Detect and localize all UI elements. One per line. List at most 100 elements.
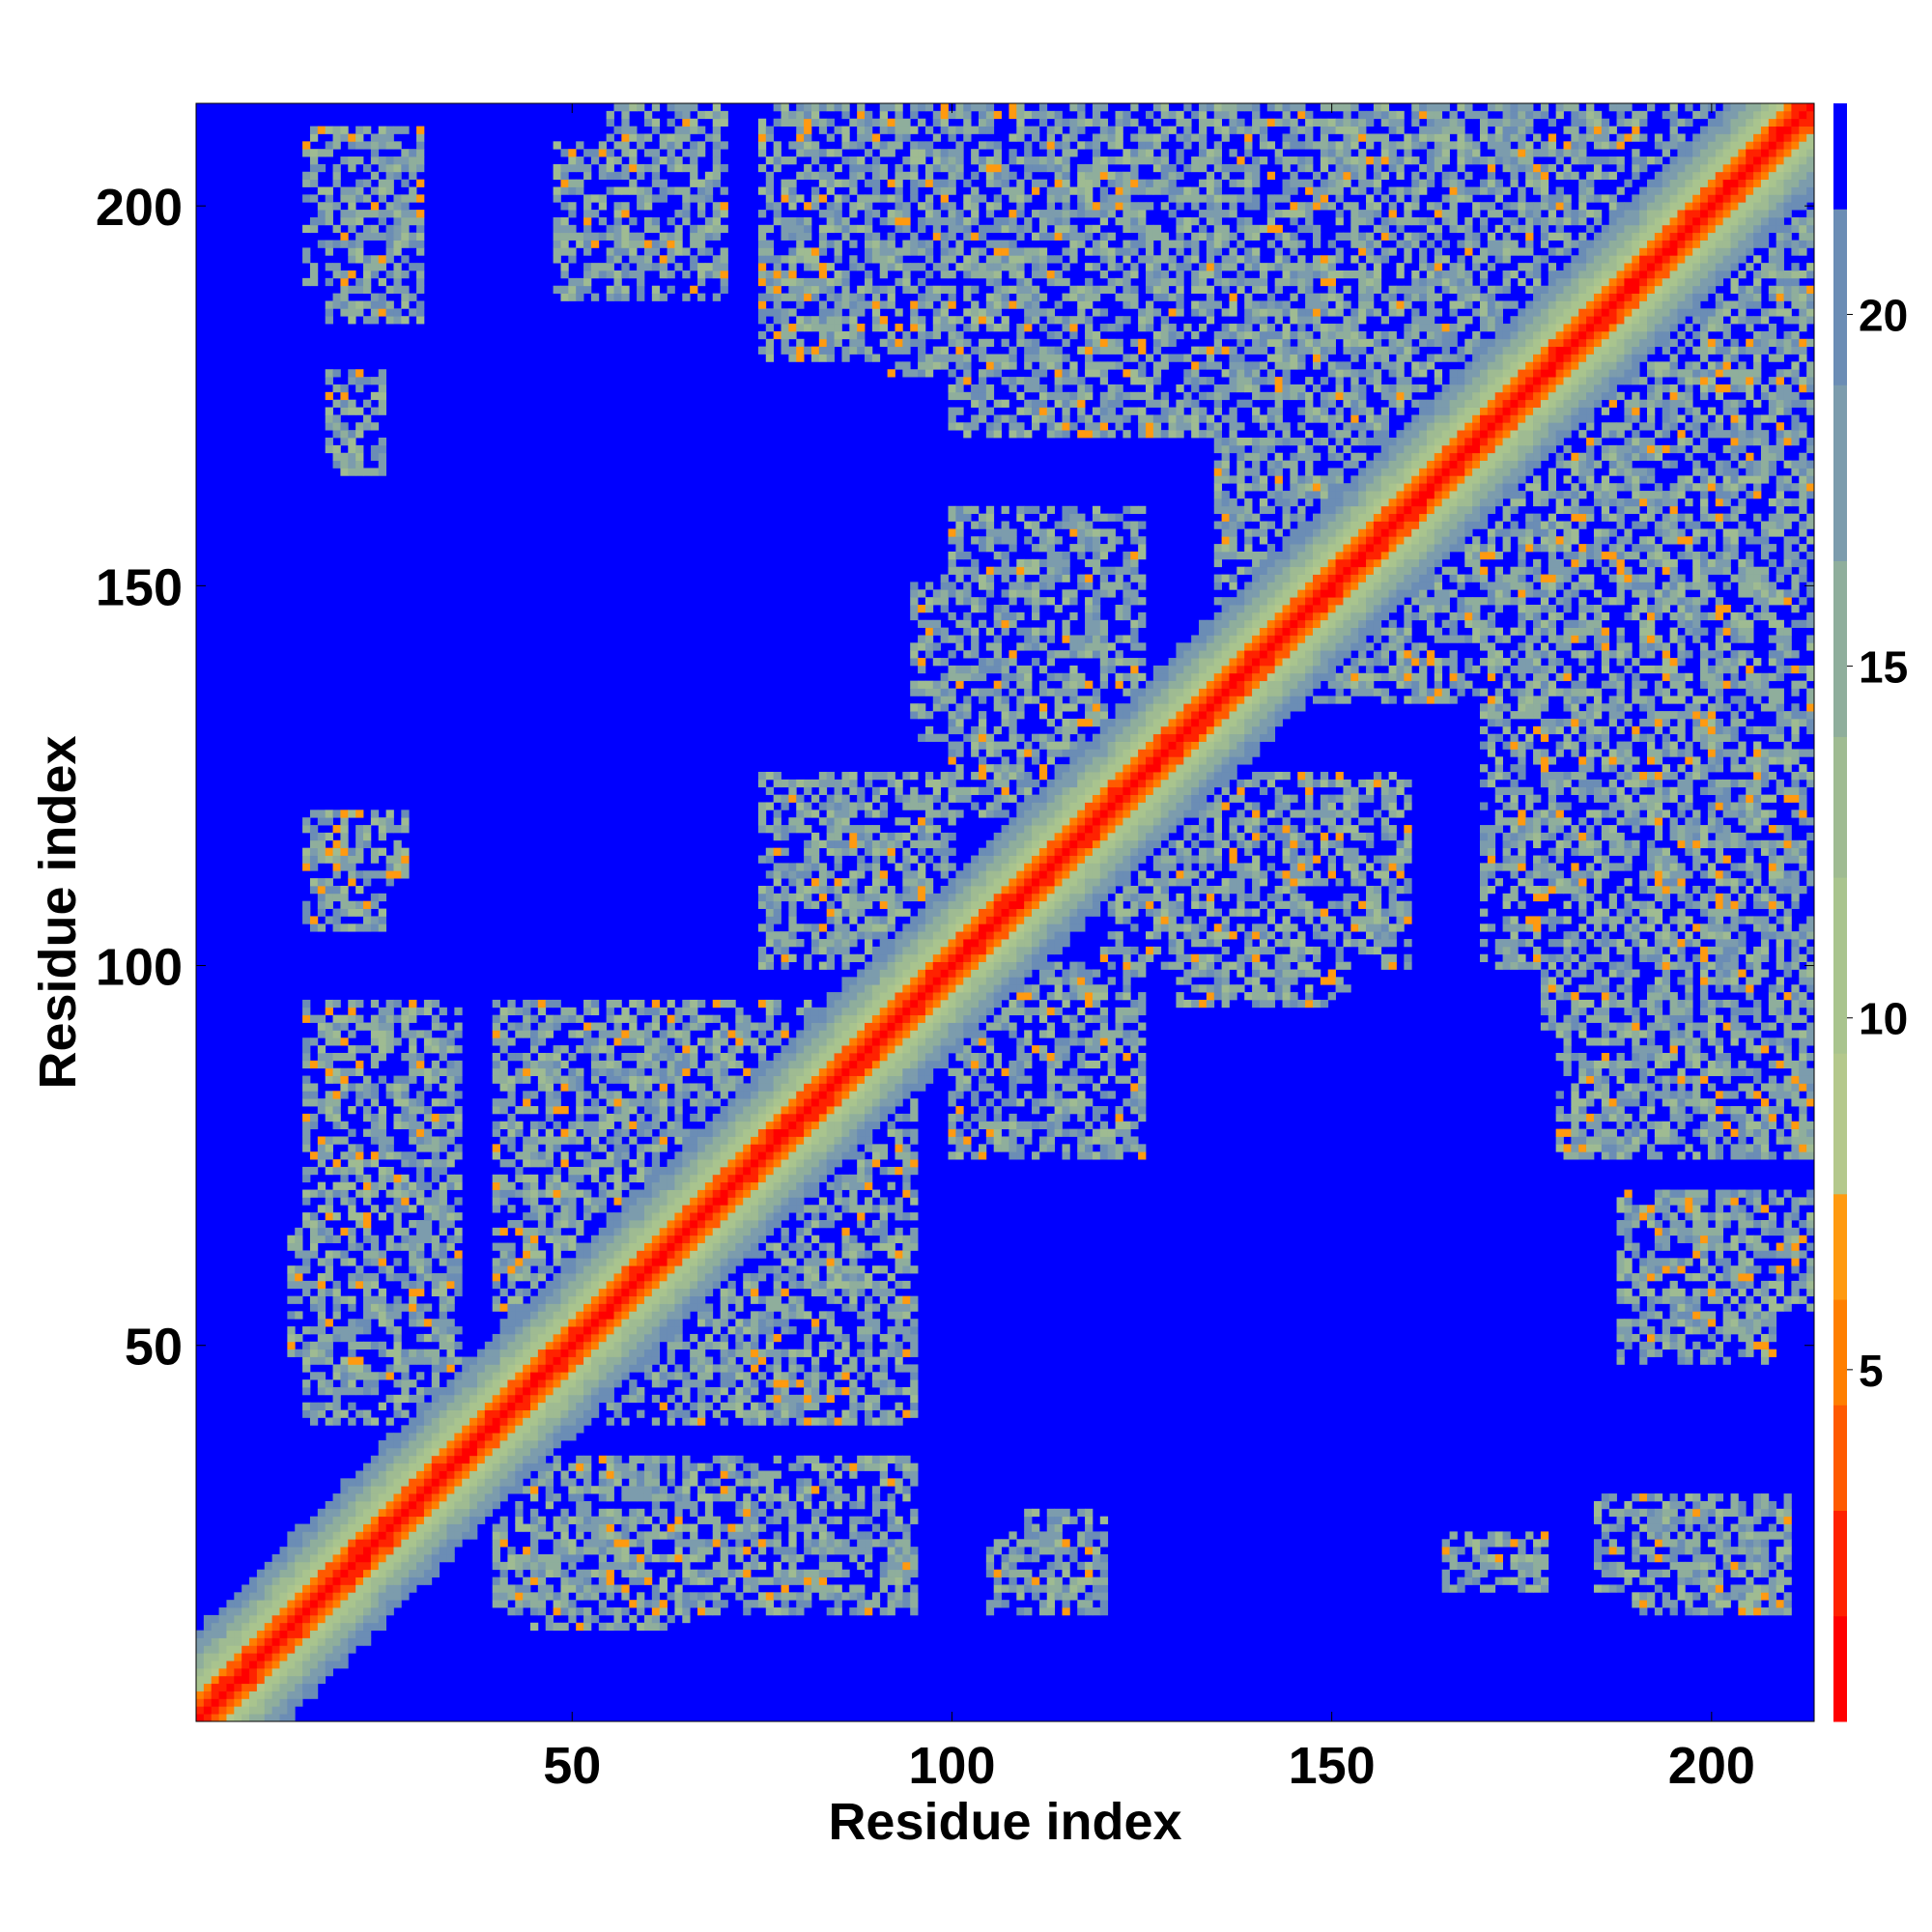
heatmap-cell <box>629 1463 638 1471</box>
heatmap-cell <box>523 1098 531 1107</box>
heatmap-cell <box>325 1554 333 1563</box>
heatmap-cell <box>674 141 683 150</box>
heatmap-cell <box>796 794 805 803</box>
heatmap-cell <box>385 1607 394 1616</box>
heatmap-cell <box>309 194 319 203</box>
heatmap-cell <box>796 285 805 294</box>
heatmap-cell <box>751 1098 759 1107</box>
heatmap-cell <box>576 285 584 294</box>
heatmap-cell <box>196 1637 205 1646</box>
heatmap-cell <box>720 1197 728 1206</box>
heatmap-cell <box>370 1022 380 1031</box>
heatmap-cell <box>340 1523 349 1532</box>
heatmap-cell <box>773 1569 781 1577</box>
heatmap-cell <box>409 216 417 226</box>
heatmap-cell <box>553 1022 561 1031</box>
heatmap-cell <box>751 1561 759 1571</box>
heatmap-cell <box>606 1577 614 1585</box>
heatmap-cell <box>659 1531 668 1540</box>
heatmap-cell <box>317 1675 327 1685</box>
heatmap-cell <box>279 1630 288 1638</box>
heatmap-cell <box>667 1197 675 1206</box>
heatmap-cell <box>348 1500 356 1510</box>
heatmap-cell <box>735 1402 744 1410</box>
heatmap-cell <box>476 1493 486 1502</box>
heatmap-cell <box>370 1250 380 1259</box>
heatmap-cell <box>643 1569 653 1577</box>
heatmap-cell <box>690 1128 698 1137</box>
heatmap-cell <box>735 1144 744 1152</box>
heatmap-cell <box>363 1584 372 1593</box>
heatmap-cell <box>340 1197 349 1206</box>
heatmap-cell <box>727 1189 736 1198</box>
heatmap-cell <box>720 263 728 271</box>
heatmap-cell <box>621 1219 630 1229</box>
heatmap-cell <box>507 1144 516 1152</box>
heatmap-cell <box>765 1341 775 1350</box>
heatmap-cell <box>332 1493 341 1502</box>
heatmap-cell <box>385 1037 394 1046</box>
heatmap-cell <box>242 1706 250 1715</box>
heatmap-cell <box>576 1417 584 1426</box>
heatmap-cell <box>697 1319 706 1327</box>
heatmap-cell <box>667 1067 675 1076</box>
heatmap-cell <box>568 1463 577 1471</box>
heatmap-cell <box>674 1106 683 1115</box>
heatmap-cell <box>560 1060 569 1069</box>
heatmap-cell <box>355 1531 364 1540</box>
heatmap-cell <box>302 1037 311 1046</box>
heatmap-cell <box>348 285 356 294</box>
heatmap-cell <box>621 1364 630 1373</box>
heatmap-cell <box>690 1227 698 1236</box>
heatmap-cell <box>431 1235 440 1243</box>
heatmap-cell <box>712 179 721 187</box>
heatmap-cell <box>385 224 394 234</box>
heatmap-cell <box>242 1653 250 1662</box>
heatmap-cell <box>469 1516 478 1524</box>
heatmap-cell <box>697 1554 706 1563</box>
heatmap-cell <box>553 1067 561 1076</box>
heatmap-cell <box>325 1052 333 1062</box>
heatmap-cell <box>340 825 349 834</box>
heatmap-cell <box>788 1075 797 1084</box>
heatmap-cell <box>674 1067 683 1076</box>
heatmap-cell <box>355 1493 364 1502</box>
heatmap-cell <box>302 1197 311 1206</box>
heatmap-cell <box>317 1622 327 1632</box>
heatmap-cell <box>613 999 622 1009</box>
heatmap-cell <box>743 1288 752 1297</box>
heatmap-cell <box>409 1463 417 1471</box>
heatmap-cell <box>690 1379 698 1388</box>
heatmap-cell <box>271 1645 280 1654</box>
heatmap-cell <box>332 908 341 917</box>
heatmap-cell <box>757 1067 767 1076</box>
heatmap-cell <box>697 1174 706 1183</box>
heatmap-cell <box>271 1698 280 1707</box>
heatmap-cell <box>507 1098 516 1107</box>
heatmap-cell <box>325 1258 333 1266</box>
heatmap-cell <box>697 1159 706 1168</box>
heatmap-cell <box>704 171 714 181</box>
heatmap-cell <box>690 1273 698 1282</box>
heatmap-cell <box>568 1478 577 1487</box>
heatmap-cell <box>781 825 789 834</box>
heatmap-cell <box>674 1075 683 1084</box>
heatmap-cell <box>667 1052 675 1062</box>
heatmap-cell <box>523 1060 531 1069</box>
heatmap-cell <box>712 1136 721 1145</box>
heatmap-cell <box>682 1007 691 1016</box>
heatmap-cell <box>530 1622 539 1632</box>
heatmap-cell <box>606 1592 614 1601</box>
heatmap-cell <box>720 999 728 1009</box>
heatmap-cell <box>781 179 789 187</box>
heatmap-cell <box>462 1372 470 1380</box>
heatmap-cell <box>348 1212 356 1221</box>
heatmap-cell <box>765 1037 775 1046</box>
heatmap-cell <box>363 377 372 385</box>
heatmap-cell <box>530 1547 539 1555</box>
heatmap-cell <box>378 1470 386 1479</box>
heatmap-cell <box>659 1280 668 1290</box>
heatmap-cell <box>651 1584 661 1593</box>
heatmap-cell <box>720 1295 728 1304</box>
